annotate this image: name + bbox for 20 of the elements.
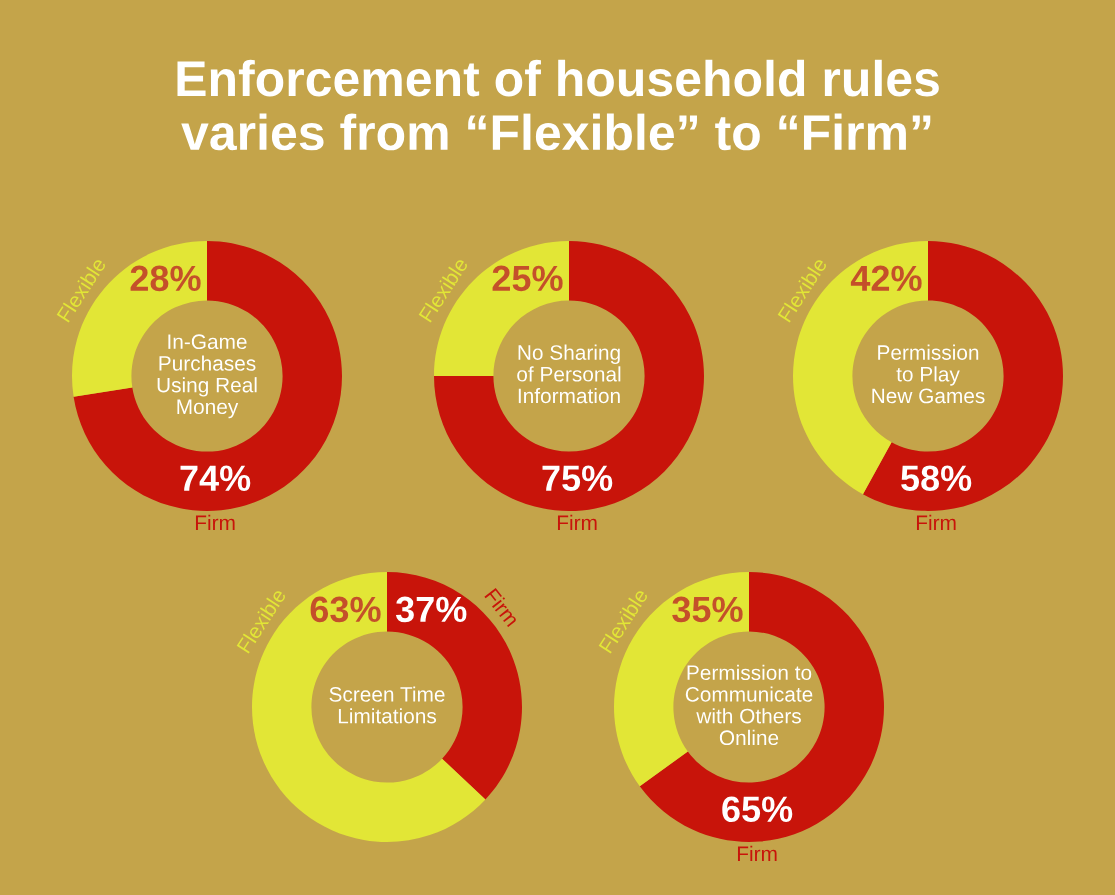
data-label: 35% xyxy=(672,596,743,623)
text: Screen Time Limitations xyxy=(329,686,445,724)
data-label: 42% xyxy=(850,265,922,292)
data-label: 28% xyxy=(130,265,201,292)
data-label: 74% xyxy=(180,465,251,491)
slice-label: Firm xyxy=(916,514,956,530)
data-label: 65% xyxy=(722,796,793,822)
text: Permission to Communicate with Others Online xyxy=(685,664,813,746)
slice-label: Firm xyxy=(195,514,235,530)
slice-label: Firm xyxy=(557,514,597,530)
data-label: 25% xyxy=(492,265,563,292)
text: Permission to Play New Games xyxy=(872,344,985,404)
data-label: 37% xyxy=(395,596,467,623)
text: No Sharing of Personal Information xyxy=(517,344,621,404)
text: In-Game Purchases Using Real Money xyxy=(157,334,257,419)
text: Enforcement of household rules varies from “Flexible” to “Firm” xyxy=(177,59,939,151)
data-label: 63% xyxy=(310,596,381,623)
slice-label: Firm xyxy=(737,845,777,861)
data-label: 58% xyxy=(901,465,972,491)
data-label: 75% xyxy=(542,465,613,491)
